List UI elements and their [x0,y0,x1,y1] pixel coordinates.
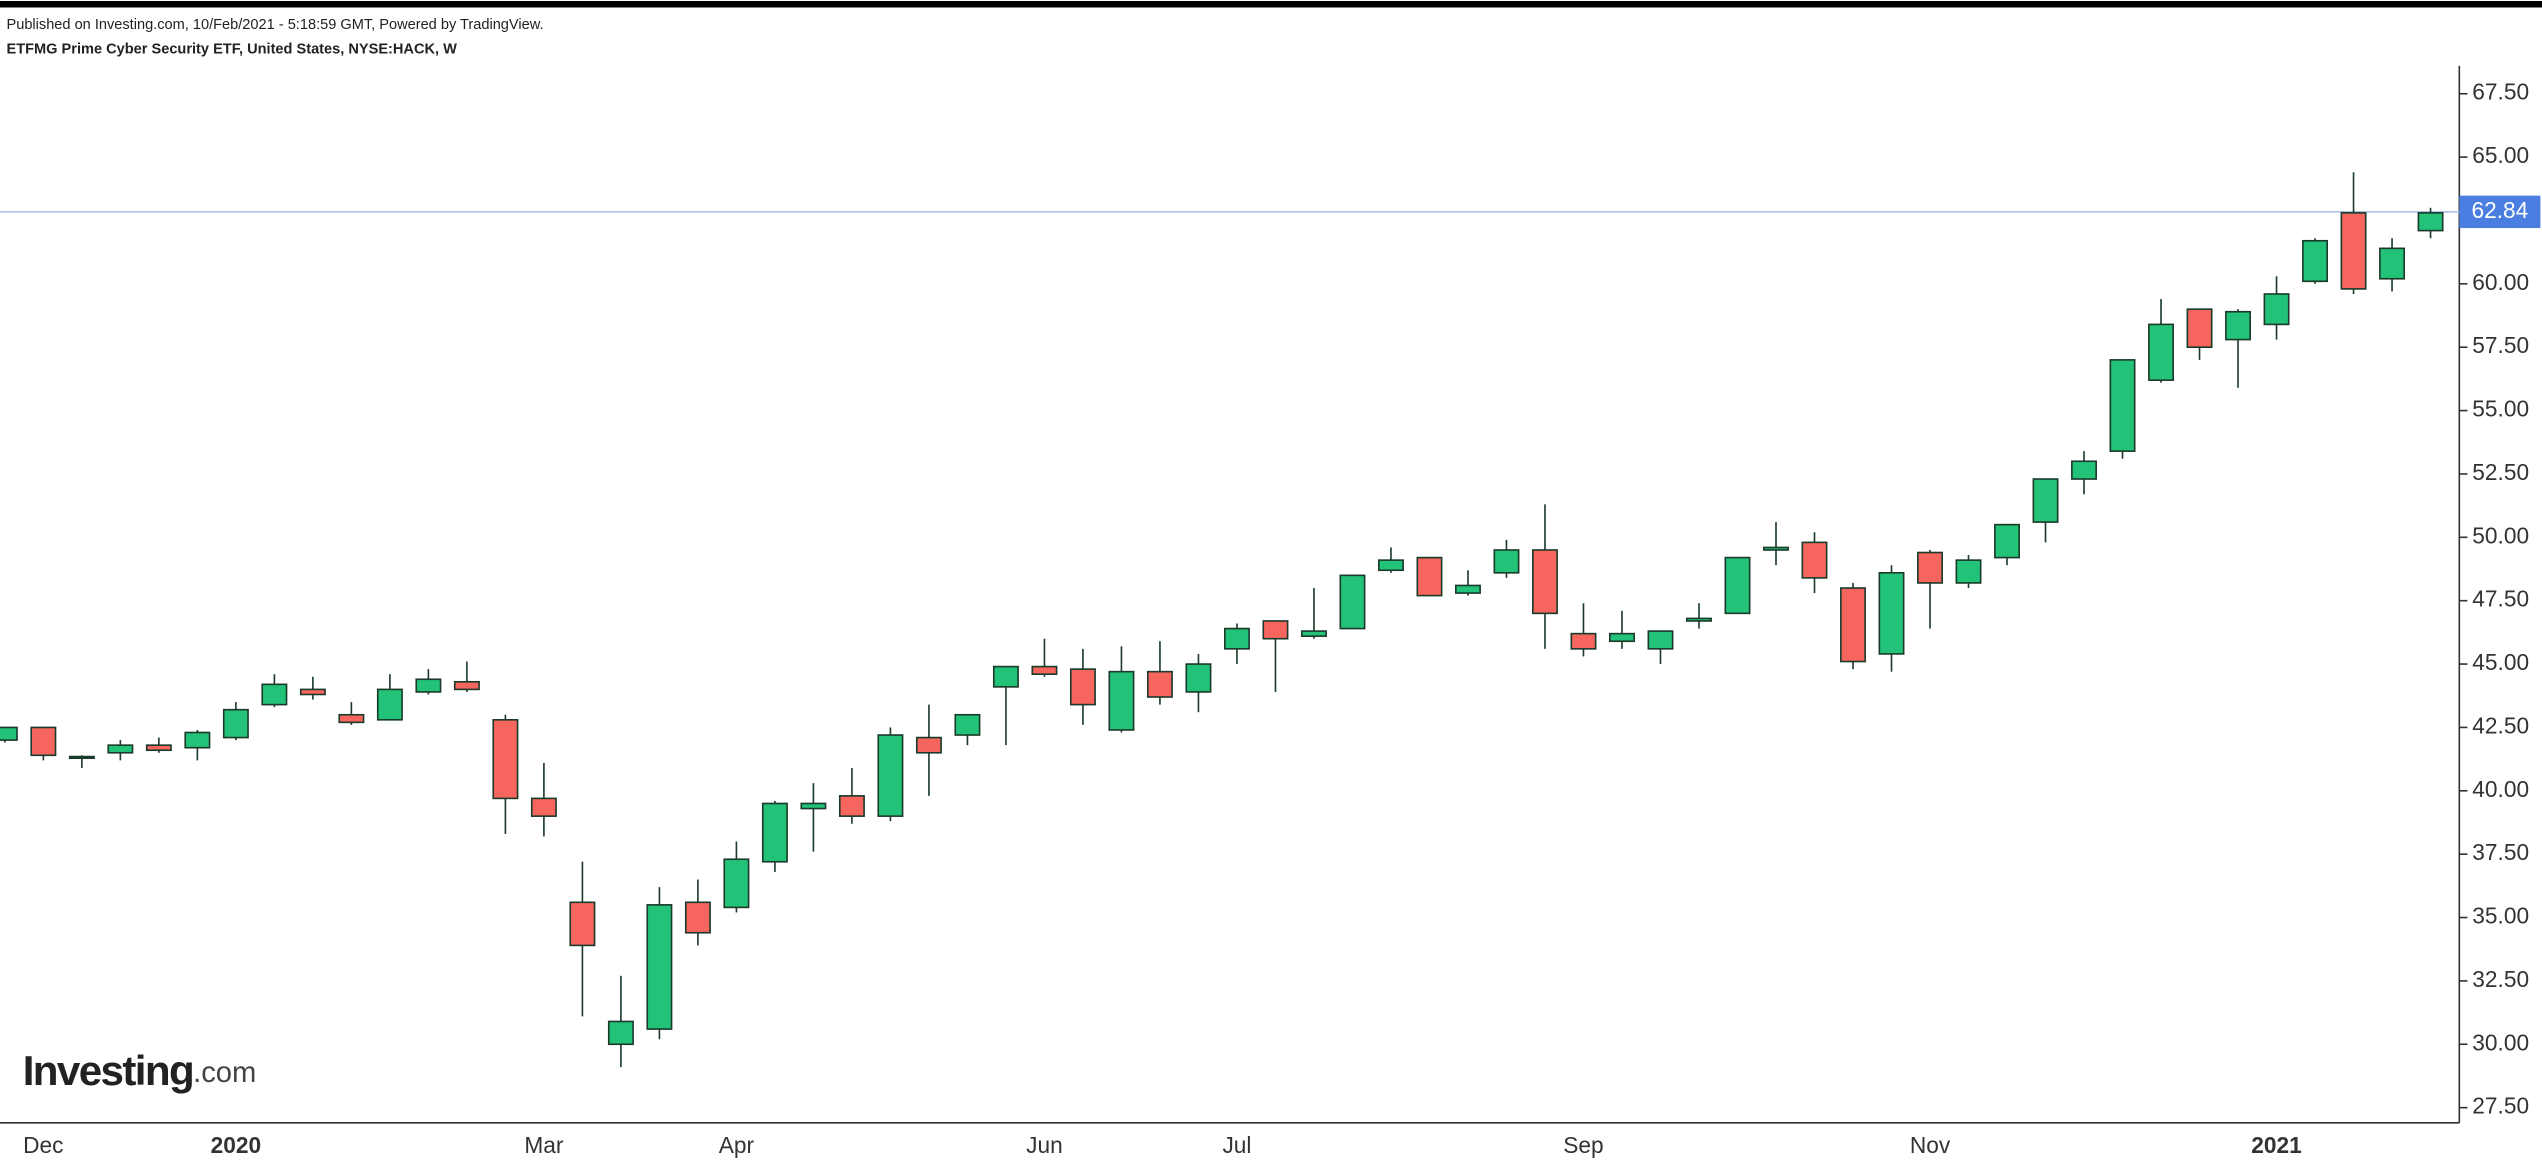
y-tick-label: 37.50 [2472,839,2529,865]
candle-body [761,802,788,863]
candle-body [299,688,326,696]
candle-body [2109,359,2136,452]
candle-body [338,713,365,724]
logo-suffix: .com [193,1057,256,1089]
candle-body [1300,630,1327,637]
candle-body [1108,670,1135,731]
candle-body [1647,630,1674,650]
candle-body [1840,587,1866,663]
candle-body [838,795,865,817]
x-tick-label: Sep [1563,1132,1603,1158]
candle-body [222,708,249,739]
top-bar [0,0,2542,8]
y-tick-label: 35.00 [2472,903,2529,929]
y-tick-label: 45.00 [2472,649,2529,675]
logo: Investing.com [23,1047,257,1094]
candle-body [2186,308,2213,349]
y-tick-label: 30.00 [2472,1029,2529,1055]
x-tick-label: Mar [524,1132,564,1158]
y-tick-label: 55.00 [2472,396,2529,422]
y-tick-label: 52.50 [2472,459,2529,485]
candle-body [107,744,134,754]
candle-body [684,901,711,934]
candle-body [1763,546,1789,551]
candle-body [1878,571,1905,655]
candle-body [2225,310,2251,341]
x-tick-label: Apr [719,1132,755,1158]
candle-body [453,680,480,691]
logo-name: Investing [23,1047,193,1094]
y-tick-label: 42.50 [2472,712,2529,738]
candle-body [800,802,827,810]
candle-body [723,858,750,909]
candle-body [877,734,904,817]
x-tick-label: 2021 [2251,1132,2301,1158]
x-tick-label: Dec [23,1132,63,1158]
candle-body [1339,574,1366,630]
candle-body [1955,559,1982,584]
candle-body [261,683,288,706]
y-tick-label: 60.00 [2472,269,2529,295]
candle-body [492,719,519,800]
last-price-label: 62.84 [2471,197,2528,223]
candle-body [30,726,57,757]
candle-body [1031,665,1058,676]
candle-body [184,731,211,749]
y-tick-label: 50.00 [2472,522,2529,548]
candle-body [68,755,95,760]
published-note: Published on Investing.com, 10/Feb/2021 … [6,17,543,33]
candle-body [1416,556,1443,597]
candle-body [1724,556,1751,615]
candle-body [1069,668,1096,706]
candle-body [2340,212,2367,290]
x-tick-label: Jul [1222,1132,1251,1158]
candle-body [1146,670,1173,698]
candle-body [1994,523,2020,559]
y-tick-label: 47.50 [2472,586,2529,612]
candle-body [992,665,1019,688]
candle-body [1801,541,1828,579]
chart-title: ETFMG Prime Cyber Security ETF, United S… [6,41,457,57]
candle-body [1493,549,1520,574]
candle-body [376,688,403,721]
candle-body [2263,293,2290,326]
candle-body [569,901,596,947]
candle-body [1532,549,1558,615]
candle-body [1917,551,1943,584]
last-price-box [2459,195,2541,229]
candle-body [145,744,172,752]
candle-body [1686,617,1712,622]
y-tick-label: 27.50 [2472,1093,2529,1119]
x-tick-label: 2020 [211,1132,261,1158]
candle-body [2379,247,2406,280]
candle-body [1223,627,1250,650]
candle-body [915,736,942,754]
candle-body [0,726,18,741]
y-tick-label: 32.50 [2472,966,2529,992]
candle-body [2417,212,2444,232]
candle-body [2032,478,2059,523]
candle-body [1455,584,1481,594]
y-tick-label: 65.00 [2472,142,2529,168]
x-tick-label: Jun [1026,1132,1063,1158]
candle-body [2302,239,2329,283]
y-tick-label: 57.50 [2472,332,2529,358]
candle-body [2071,460,2097,480]
candle-body [415,678,442,693]
candle-body [607,1020,634,1046]
candle-body [2148,323,2174,381]
candle-body [1377,559,1404,572]
y-tick-label: 67.50 [2472,79,2529,105]
candle-body [530,797,557,817]
candle-body [646,904,673,1030]
candle-body [954,713,981,736]
candle-body [1570,632,1597,650]
x-tick-label: Nov [1910,1132,1951,1158]
candle-body [1609,632,1635,643]
y-tick-label: 40.00 [2472,776,2529,802]
candle-body [1262,620,1289,640]
candle-body [1185,663,1212,693]
